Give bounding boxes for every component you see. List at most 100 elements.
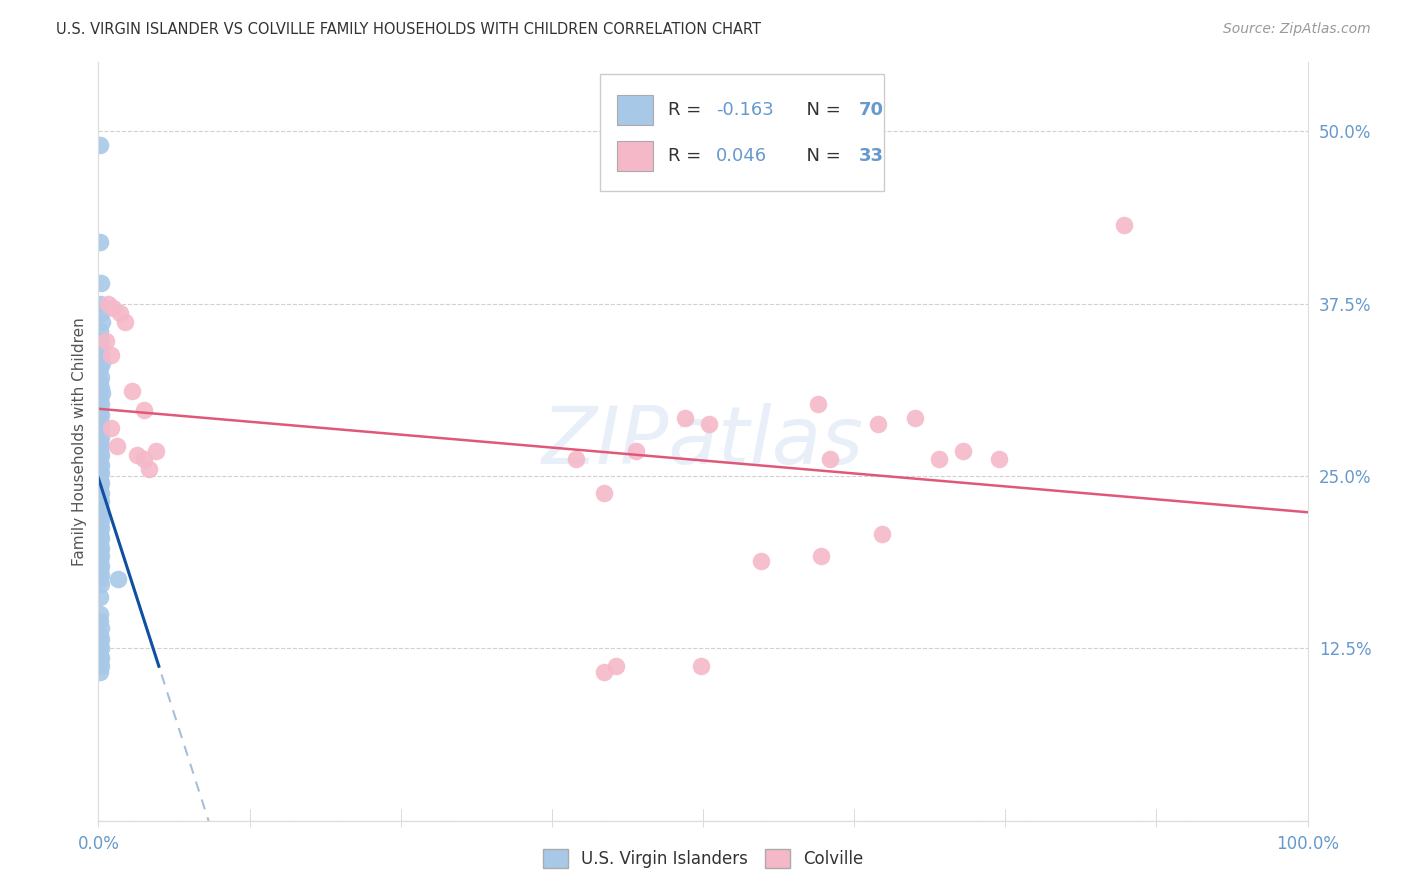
- Point: [89, 462, 111, 476]
- Text: R =: R =: [668, 101, 707, 120]
- Point: [89, 414, 111, 428]
- Point: [89, 296, 111, 310]
- Point: [90, 576, 112, 591]
- Point: [89, 527, 111, 541]
- Bar: [600, 74, 884, 191]
- Point: [565, 452, 588, 467]
- Point: [100, 421, 122, 435]
- Point: [89, 517, 111, 532]
- Point: [818, 452, 841, 467]
- Point: [89, 655, 111, 669]
- Point: [90, 419, 112, 434]
- Point: [90, 485, 112, 500]
- Point: [904, 411, 927, 425]
- Text: Source: ZipAtlas.com: Source: ZipAtlas.com: [1223, 22, 1371, 37]
- Point: [89, 665, 111, 679]
- Point: [673, 411, 696, 425]
- Point: [1112, 218, 1135, 232]
- Point: [89, 425, 111, 439]
- Point: [121, 384, 143, 398]
- Text: -0.163: -0.163: [716, 101, 775, 120]
- Text: U.S. VIRGIN ISLANDER VS COLVILLE FAMILY HOUSEHOLDS WITH CHILDREN CORRELATION CHA: U.S. VIRGIN ISLANDER VS COLVILLE FAMILY …: [56, 22, 761, 37]
- Point: [90, 558, 112, 573]
- Point: [100, 348, 122, 362]
- Point: [870, 527, 893, 541]
- Point: [89, 554, 111, 568]
- Point: [134, 402, 156, 417]
- Text: 0.046: 0.046: [716, 146, 768, 165]
- Point: [89, 444, 111, 458]
- Y-axis label: Family Households with Children: Family Households with Children: [72, 318, 87, 566]
- Point: [101, 301, 124, 315]
- Point: [89, 434, 111, 449]
- Point: [89, 648, 111, 663]
- Point: [90, 521, 112, 535]
- Point: [90, 659, 112, 673]
- Point: [89, 472, 111, 486]
- Point: [89, 563, 111, 577]
- Point: [90, 409, 112, 423]
- Bar: [617, 141, 654, 171]
- Point: [89, 392, 111, 406]
- Point: [90, 621, 112, 635]
- Text: R =: R =: [668, 146, 707, 165]
- Point: [988, 452, 1011, 467]
- Point: [605, 659, 627, 673]
- Point: [90, 513, 112, 527]
- Text: N =: N =: [794, 101, 846, 120]
- Point: [90, 568, 112, 582]
- Point: [90, 503, 112, 517]
- Point: [90, 641, 112, 656]
- Point: [89, 573, 111, 587]
- Point: [90, 541, 112, 555]
- Point: [868, 417, 890, 431]
- Bar: [617, 95, 654, 126]
- Point: [90, 549, 112, 563]
- Text: 70: 70: [859, 101, 884, 120]
- Point: [91, 386, 114, 401]
- Point: [807, 397, 830, 411]
- Point: [89, 545, 111, 559]
- Point: [94, 334, 117, 348]
- Point: [90, 448, 112, 462]
- Point: [89, 500, 111, 514]
- Point: [89, 235, 111, 249]
- Point: [90, 306, 112, 320]
- Point: [90, 381, 112, 395]
- Point: [134, 452, 156, 467]
- Point: [90, 632, 112, 646]
- Point: [697, 417, 720, 431]
- Point: [90, 531, 112, 545]
- Point: [89, 490, 111, 504]
- Text: N =: N =: [794, 146, 846, 165]
- Point: [810, 549, 832, 563]
- Point: [89, 607, 111, 621]
- Point: [108, 306, 131, 320]
- Point: [89, 361, 111, 376]
- Point: [90, 475, 112, 490]
- Point: [89, 452, 111, 467]
- Text: 33: 33: [859, 146, 884, 165]
- Point: [90, 397, 112, 411]
- Point: [91, 315, 114, 329]
- Point: [90, 458, 112, 472]
- Point: [89, 508, 111, 522]
- Point: [138, 462, 160, 476]
- Point: [626, 444, 648, 458]
- Point: [107, 573, 129, 587]
- Point: [89, 324, 111, 338]
- Point: [592, 485, 614, 500]
- Point: [91, 356, 114, 370]
- Point: [89, 342, 111, 356]
- Text: ZIPatlas: ZIPatlas: [541, 402, 865, 481]
- Point: [90, 430, 112, 444]
- Point: [89, 627, 111, 641]
- Point: [97, 296, 120, 310]
- Point: [89, 535, 111, 549]
- Point: [952, 444, 974, 458]
- Point: [89, 402, 111, 417]
- Point: [90, 493, 112, 508]
- Legend: U.S. Virgin Islanders, Colville: U.S. Virgin Islanders, Colville: [536, 843, 870, 875]
- Point: [89, 138, 111, 153]
- Point: [114, 315, 136, 329]
